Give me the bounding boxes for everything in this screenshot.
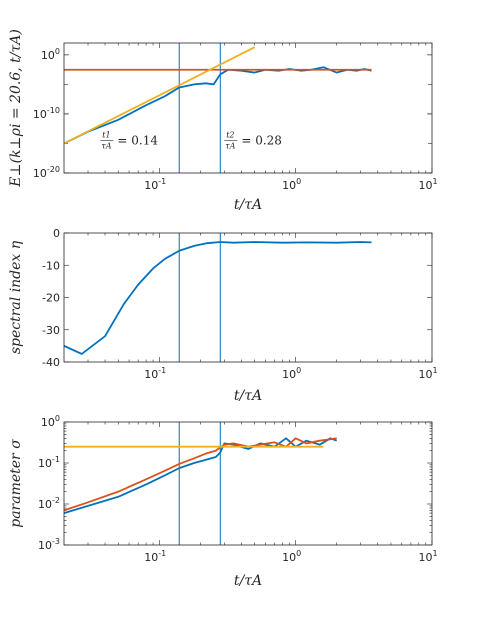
x-tick-label: 101: [418, 177, 437, 192]
time-annotation: t1 τA = 0.14: [100, 130, 158, 150]
x-tick-label: 101: [418, 549, 437, 564]
annotation-denominator: τA: [101, 141, 111, 150]
y-tick-label: -30: [42, 324, 60, 337]
time-annotation: t2 τA = 0.28: [224, 130, 282, 150]
series-line-blue: [64, 66, 372, 145]
y-tick-label: 10-1: [38, 455, 60, 470]
y-tick-label: 100: [41, 47, 60, 62]
y-tick-label: -10: [42, 259, 60, 272]
x-axis-label: t/τA: [234, 197, 262, 213]
y-tick-label: 10-2: [38, 496, 60, 511]
x-tick-label: 100: [282, 366, 301, 381]
x-tick-label: 100: [282, 549, 301, 564]
series-line-blue: [64, 437, 338, 514]
x-tick-label: 10-1: [144, 177, 166, 192]
x-axis-label: t/τA: [234, 573, 262, 589]
y-tick-label: 10-3: [38, 537, 60, 552]
series-line-yellow: [64, 46, 256, 145]
y-tick-label: -40: [42, 356, 60, 369]
annotation-value: = 0.28: [241, 133, 282, 147]
y-axis-label: parameter σ: [8, 439, 24, 528]
annotation-value: = 0.14: [117, 133, 158, 147]
y-tick-label: 100: [41, 414, 60, 429]
y-tick-label: 10-20: [33, 165, 60, 180]
panel-2: 10-1 100 101 -40 -30 -20 -10 0 t/τA spectral inde…: [8, 227, 438, 404]
x-tick-label: 10-1: [144, 366, 166, 381]
y-axis-label: spectral index η: [8, 240, 24, 354]
axes-frame: [63, 232, 433, 363]
y-tick-label: 0: [53, 227, 60, 240]
y-tick-label: -20: [42, 292, 60, 305]
y-tick-label: 10-10: [33, 106, 60, 121]
x-tick-label: 100: [282, 177, 301, 192]
x-tick-label: 10-1: [144, 549, 166, 564]
annotation-numerator: t2: [226, 130, 234, 139]
axes-frame: [63, 421, 433, 546]
axes-frame: [63, 42, 433, 174]
annotation-denominator: τA: [225, 141, 235, 150]
series-line-blue: [64, 241, 372, 355]
y-axis-label: E⊥(k⊥ρi = 20.6, t/τA): [8, 29, 24, 188]
panel-1: 10-1 100 101 10-20 10-10 100 t1 τA = 0.14 t2 τA = 0…: [8, 29, 438, 213]
series-line-orange: [64, 437, 337, 512]
panel-3: 10-1 100 101 10-3 10-2 10-1 100 t/τA parameter σ: [8, 414, 438, 589]
x-axis-label: t/τA: [234, 388, 262, 404]
x-tick-label: 101: [418, 366, 437, 381]
annotation-numerator: t1: [102, 130, 110, 139]
